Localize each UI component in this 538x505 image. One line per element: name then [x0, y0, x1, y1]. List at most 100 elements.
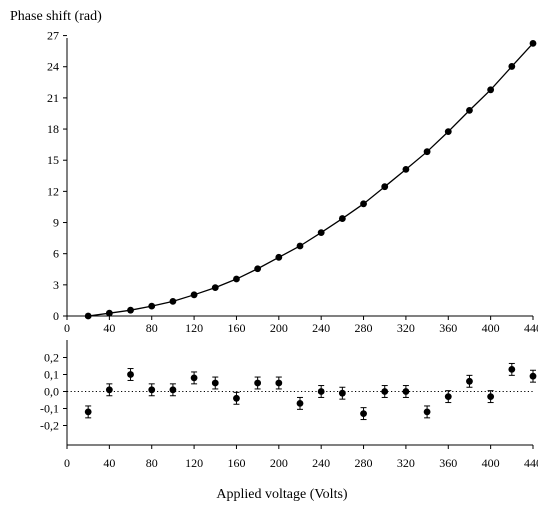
x-tick-label: 320: [397, 321, 415, 335]
residual-x-tick-label: 0: [64, 456, 70, 470]
y-tick-label: 18: [47, 122, 59, 136]
x-tick-label: 360: [439, 321, 457, 335]
residual-point: [127, 368, 134, 381]
y-tick-label: 6: [53, 247, 59, 261]
data-point: [338, 215, 346, 222]
residual-x-tick-label: 40: [103, 456, 115, 470]
residual-marker: [487, 393, 495, 400]
residual-marker: [127, 371, 134, 378]
residual-marker: [508, 366, 516, 373]
residual-marker: [211, 379, 219, 387]
x-tick-label: 40: [103, 321, 115, 335]
residual-marker: [233, 394, 240, 402]
y-ticks: 0 3 6 9 12 15 18 21 24 27: [47, 29, 67, 323]
data-points: [84, 39, 537, 320]
residual-point: [190, 371, 198, 385]
y-tick-label: 0: [53, 309, 59, 323]
residual-points: [84, 362, 537, 421]
x-tick-label: 80: [146, 321, 158, 335]
residual-point: [402, 385, 410, 398]
y-tick-label: 24: [47, 60, 59, 74]
data-point: [211, 284, 219, 292]
data-point: [508, 63, 516, 70]
residual-marker: [360, 410, 367, 417]
data-point: [296, 242, 304, 250]
residual-point: [84, 405, 92, 419]
phase-shift-panel: Phase shift (rad) 0 3 6 9 12 15 18 21 24 27 0 40 80…: [10, 9, 538, 335]
residual-marker: [381, 388, 389, 395]
residual-marker: [296, 400, 304, 407]
data-point: [423, 148, 431, 156]
residual-marker: [317, 388, 325, 395]
residual-panel: 0,2 0,1 0,0 -0,1 -0,2 0 40 80 120 160 200 240 280 32…: [40, 340, 538, 502]
data-point: [105, 309, 113, 317]
residual-marker: [529, 372, 537, 380]
residual-marker: [275, 379, 283, 387]
residual-point: [381, 385, 389, 398]
residual-y-tick-label: 0,2: [44, 351, 59, 365]
data-point: [254, 265, 262, 273]
residual-point: [275, 376, 283, 390]
residual-y-tick-label: 0,0: [44, 385, 59, 399]
residual-x-tick-label: 200: [270, 456, 288, 470]
data-point: [148, 302, 156, 310]
y-tick-label: 15: [47, 153, 59, 167]
residual-point: [211, 376, 219, 390]
residual-x-tick-label: 80: [146, 456, 158, 470]
residual-point: [148, 383, 156, 397]
data-point: [381, 183, 389, 191]
residual-x-tick-label: 160: [227, 456, 245, 470]
x-tick-label: 160: [227, 321, 245, 335]
y-tick-label: 3: [53, 278, 59, 292]
y-tick-label: 9: [53, 216, 59, 230]
data-point: [444, 128, 452, 136]
x-tick-label: 200: [270, 321, 288, 335]
residual-x-tick-label: 400: [482, 456, 500, 470]
data-point: [487, 86, 495, 94]
residual-x-tick-label: 240: [312, 456, 330, 470]
residual-point: [233, 391, 240, 405]
data-point: [275, 253, 283, 261]
y-tick-label: 12: [47, 184, 59, 198]
residual-x-ticks: 0 40 80 120 160 200 240 280 320 360 400 440: [64, 445, 538, 470]
data-point: [233, 275, 240, 283]
residual-point: [169, 383, 177, 397]
data-point: [529, 39, 537, 47]
data-point: [317, 229, 325, 237]
residual-marker: [84, 408, 92, 416]
x-tick-label: 0: [64, 321, 70, 335]
data-point: [466, 106, 473, 114]
residual-point: [487, 390, 495, 404]
residual-y-tick-label: -0,1: [40, 402, 59, 416]
residual-point: [338, 386, 346, 400]
residual-marker: [190, 374, 198, 382]
residual-y-tick-label: -0,2: [40, 419, 59, 433]
residual-point: [529, 369, 537, 383]
data-point: [190, 291, 198, 299]
residual-marker: [423, 408, 431, 416]
x-axis-title: Applied voltage (Volts): [216, 487, 348, 502]
residual-marker: [444, 393, 452, 400]
residual-point: [317, 385, 325, 398]
x-tick-label: 440: [524, 321, 538, 335]
data-point: [169, 297, 177, 305]
x-ticks: 0 40 80 120 160 200 240 280 320 360 400 440: [64, 316, 538, 335]
residual-point: [296, 396, 304, 410]
residual-x-tick-label: 120: [185, 456, 203, 470]
series-line: [88, 42, 534, 317]
data-point: [360, 200, 367, 208]
data-point: [402, 165, 410, 173]
y-tick-label: 27: [47, 29, 59, 43]
x-tick-label: 120: [185, 321, 203, 335]
residual-y-tick-label: 0,1: [44, 368, 59, 382]
residual-marker: [254, 379, 262, 387]
residual-point: [254, 376, 262, 390]
residual-x-tick-label: 280: [355, 456, 373, 470]
data-point: [84, 312, 92, 320]
residual-point: [508, 362, 516, 376]
residual-marker: [169, 386, 177, 394]
residual-marker: [466, 377, 473, 385]
residual-x-tick-label: 360: [439, 456, 457, 470]
residual-x-tick-label: 320: [397, 456, 415, 470]
